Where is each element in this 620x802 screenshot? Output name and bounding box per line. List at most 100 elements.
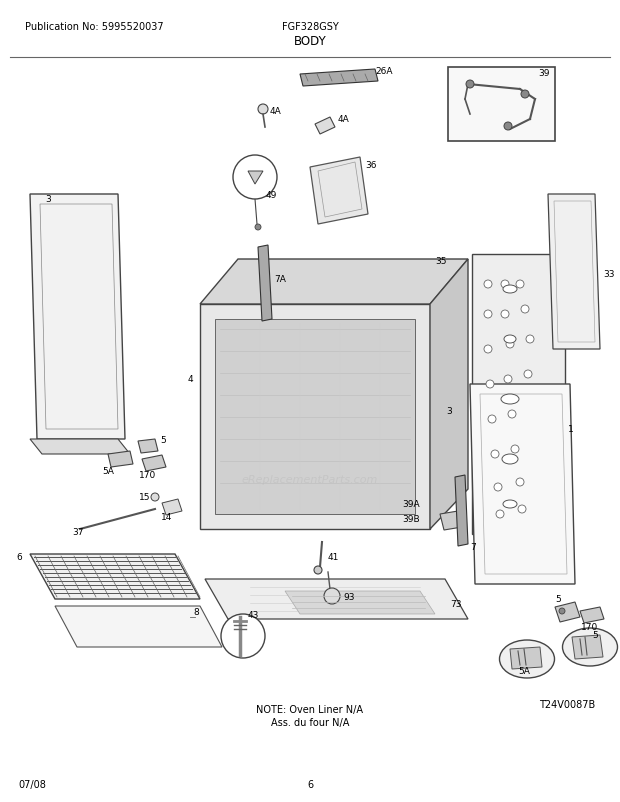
Text: 7A: 7A	[274, 275, 286, 284]
Circle shape	[494, 484, 502, 492]
Circle shape	[559, 608, 565, 614]
Polygon shape	[572, 635, 603, 659]
Polygon shape	[142, 456, 166, 472]
Polygon shape	[248, 172, 263, 184]
Ellipse shape	[502, 455, 518, 464]
Circle shape	[488, 415, 496, 423]
Polygon shape	[55, 606, 222, 647]
Circle shape	[484, 310, 492, 318]
Polygon shape	[285, 591, 435, 614]
Polygon shape	[30, 195, 125, 439]
Polygon shape	[310, 158, 368, 225]
Text: 5A: 5A	[518, 666, 530, 675]
Circle shape	[324, 588, 340, 604]
Text: 3: 3	[446, 407, 452, 416]
Circle shape	[255, 225, 261, 231]
Text: 5: 5	[160, 436, 166, 445]
Text: 4A: 4A	[338, 115, 350, 124]
Text: 49: 49	[266, 191, 277, 200]
Text: T24V0087B: T24V0087B	[539, 699, 595, 709]
Text: Publication No: 5995520037: Publication No: 5995520037	[25, 22, 164, 32]
Polygon shape	[580, 607, 604, 623]
Text: 4A: 4A	[270, 107, 281, 115]
Ellipse shape	[501, 395, 519, 404]
Polygon shape	[430, 260, 468, 529]
Circle shape	[511, 445, 519, 453]
Circle shape	[504, 123, 512, 131]
Text: 7: 7	[470, 543, 476, 552]
Text: 6: 6	[307, 779, 313, 789]
Ellipse shape	[500, 640, 554, 678]
Circle shape	[526, 335, 534, 343]
Polygon shape	[200, 305, 430, 529]
Circle shape	[516, 281, 524, 289]
Circle shape	[221, 614, 265, 658]
Circle shape	[506, 341, 514, 349]
Text: 14: 14	[161, 512, 173, 522]
Polygon shape	[315, 118, 335, 135]
Text: BODY: BODY	[294, 34, 326, 47]
Polygon shape	[555, 602, 580, 622]
Polygon shape	[455, 476, 468, 546]
Polygon shape	[108, 452, 133, 468]
Circle shape	[521, 91, 529, 99]
Polygon shape	[162, 500, 182, 516]
Text: 170: 170	[140, 471, 157, 480]
Text: 39: 39	[538, 68, 549, 78]
Circle shape	[501, 310, 509, 318]
Circle shape	[508, 411, 516, 419]
Polygon shape	[448, 68, 555, 142]
Text: 8: 8	[193, 608, 199, 617]
Text: 1: 1	[568, 425, 574, 434]
Text: 43: 43	[248, 611, 259, 620]
Polygon shape	[215, 320, 415, 514]
Polygon shape	[200, 260, 468, 305]
Text: 37: 37	[73, 528, 84, 537]
Text: Ass. du four N/A: Ass. du four N/A	[271, 717, 349, 727]
Circle shape	[501, 281, 509, 289]
Text: 36: 36	[365, 160, 376, 169]
Text: 5: 5	[555, 595, 561, 604]
Text: 26A: 26A	[375, 67, 392, 76]
Polygon shape	[470, 384, 575, 585]
Circle shape	[484, 281, 492, 289]
Circle shape	[518, 505, 526, 513]
Text: 73: 73	[450, 600, 461, 609]
Polygon shape	[30, 554, 200, 599]
Polygon shape	[472, 255, 565, 534]
Circle shape	[521, 306, 529, 314]
Text: 5A: 5A	[102, 467, 114, 476]
Circle shape	[258, 105, 268, 115]
Text: 35: 35	[435, 257, 446, 266]
Text: 93: 93	[343, 593, 355, 602]
Text: 39A: 39A	[402, 500, 420, 508]
Polygon shape	[138, 439, 158, 453]
Polygon shape	[510, 647, 542, 669]
Circle shape	[233, 156, 277, 200]
Ellipse shape	[562, 628, 618, 666]
Text: 39B: 39B	[402, 515, 420, 524]
Text: 6: 6	[16, 553, 22, 561]
Polygon shape	[440, 512, 462, 530]
Text: 170: 170	[582, 622, 599, 632]
Circle shape	[524, 371, 532, 379]
Polygon shape	[300, 70, 378, 87]
Text: 07/08: 07/08	[18, 779, 46, 789]
Circle shape	[496, 510, 504, 518]
Polygon shape	[548, 195, 600, 350]
Polygon shape	[258, 245, 272, 322]
Circle shape	[504, 375, 512, 383]
Text: 15: 15	[138, 493, 150, 502]
Circle shape	[466, 81, 474, 89]
Text: 5: 5	[592, 630, 598, 640]
Text: FGF328GSY: FGF328GSY	[281, 22, 339, 32]
Text: 4: 4	[187, 375, 193, 384]
Circle shape	[486, 380, 494, 388]
Circle shape	[151, 493, 159, 501]
Polygon shape	[205, 579, 468, 619]
Ellipse shape	[503, 286, 517, 294]
Text: 33: 33	[603, 270, 614, 279]
Polygon shape	[30, 439, 130, 455]
Text: NOTE: Oven Liner N/A: NOTE: Oven Liner N/A	[257, 704, 363, 714]
Text: 3: 3	[45, 195, 51, 205]
